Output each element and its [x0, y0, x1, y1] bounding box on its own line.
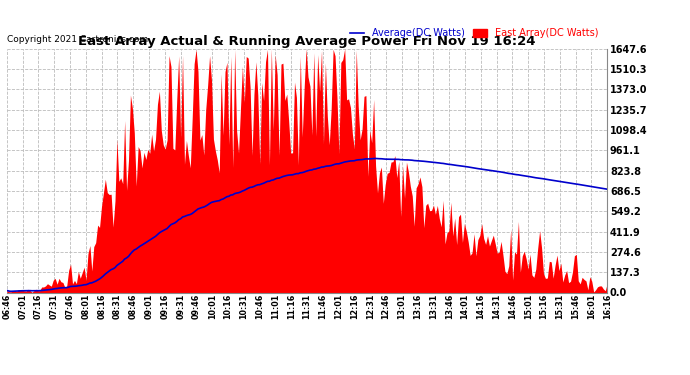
Title: East Array Actual & Running Average Power Fri Nov 19 16:24: East Array Actual & Running Average Powe…	[78, 34, 536, 48]
Legend: Average(DC Watts), East Array(DC Watts): Average(DC Watts), East Array(DC Watts)	[346, 24, 602, 42]
Text: Copyright 2021 Cartronics.com: Copyright 2021 Cartronics.com	[7, 35, 148, 44]
